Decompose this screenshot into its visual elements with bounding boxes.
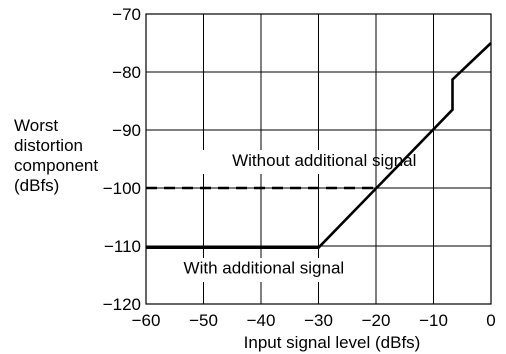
x-tick-label: −40 [247, 311, 276, 330]
x-tick-label: 0 [486, 311, 495, 330]
y-tick-label: −100 [103, 179, 141, 198]
y-axis-title-line-3: (dBfs) [14, 176, 59, 195]
y-tick-label: −120 [103, 295, 141, 314]
y-tick-label: −80 [112, 63, 141, 82]
y-tick-label: −90 [112, 121, 141, 140]
y-tick-label: −70 [112, 5, 141, 24]
x-tick-label: −20 [362, 311, 391, 330]
x-tick-label: −50 [189, 311, 218, 330]
annotations: Without additional signal With additiona… [150, 150, 416, 282]
x-tick-label: −10 [419, 311, 448, 330]
y-axis-title-line-1: distortion [14, 136, 83, 155]
y-tick-label: −110 [104, 237, 141, 256]
x-axis-title: Input signal level (dBfs) [244, 333, 421, 352]
plot-frame [145, 13, 492, 305]
x-tick-label: −60 [132, 311, 161, 330]
y-axis-title-line-2: component [14, 156, 98, 175]
y-tick-labels: −70 −80 −90 −100 −110 −120 [103, 5, 141, 314]
x-tick-labels: −60 −50 −40 −30 −20 −10 0 [132, 311, 496, 330]
annotation-bg-without [150, 150, 374, 174]
y-axis-title-line-0: Worst [14, 116, 58, 135]
series-line-solid [146, 42, 492, 249]
annotation-bg-with [152, 258, 348, 282]
x-tick-label: −30 [304, 311, 333, 330]
annotation-with-additional-signal: With additional signal [184, 258, 345, 277]
annotation-without-additional-signal: Without additional signal [232, 151, 416, 170]
series-layer [146, 42, 492, 249]
